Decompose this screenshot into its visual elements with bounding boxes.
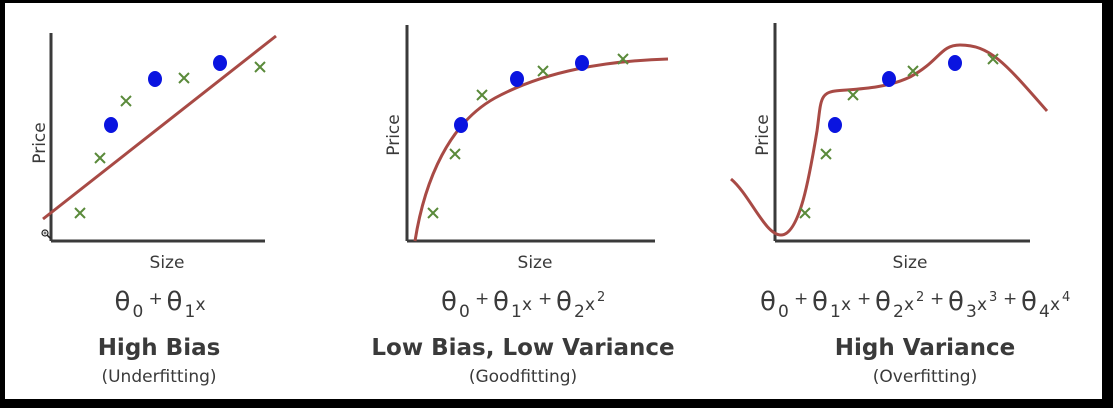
fit-curve (730, 43, 1049, 237)
cross-point (799, 207, 811, 219)
bias-variance-figure: Price Size θ 0+ θ 1 x High Bias (Underfittin… (30, 23, 1070, 387)
theta-subscript: 2 (893, 302, 904, 322)
plus-operator: + (1003, 289, 1017, 309)
panel-subtitle: (Overfitting) (873, 367, 977, 387)
plus-operator: + (538, 289, 552, 309)
equation: θ 0+ θ 1 x + θ 2 x 2 + θ 3 x 3 + θ 4 x 4 (760, 287, 1070, 322)
variable-x: x (977, 295, 987, 315)
cross-point (254, 61, 266, 73)
equation: θ 0+ θ 1 x (115, 287, 206, 322)
y-axis-label: Price (753, 114, 773, 155)
panel-subtitle: (Goodfitting) (469, 367, 577, 387)
figure-frame: Price Size θ 0 + θ 1 x High Bias (Underfittin… (5, 3, 1102, 399)
theta-symbol: θ (167, 287, 183, 317)
theta-symbol: θ (441, 287, 457, 317)
magnifier-cursor-icon (41, 229, 52, 240)
plus-operator: + (794, 289, 808, 309)
fit-curve (413, 57, 669, 242)
variable-x: x (196, 295, 206, 315)
plus-operator: + (475, 289, 489, 309)
dot-point (575, 55, 589, 71)
x-axis-label: Size (150, 253, 185, 273)
dot-point (510, 71, 524, 87)
dot-point (454, 117, 468, 133)
y-axis-label: Price (384, 114, 404, 155)
dot-point (882, 71, 896, 87)
theta-subscript: 1 (511, 302, 522, 322)
variable-x: x (522, 295, 532, 315)
theta-symbol: θ (1021, 287, 1037, 317)
cross-point (94, 152, 106, 164)
theta-symbol: θ (556, 287, 572, 317)
cross-point (847, 89, 859, 101)
cross-point (907, 65, 919, 77)
cross-point (820, 148, 832, 160)
fit-line (42, 34, 277, 221)
cross-point (74, 207, 86, 219)
dot-point (104, 117, 118, 133)
theta-subscript: 3 (966, 302, 977, 322)
plus-operator: + (149, 289, 163, 309)
cross-point (617, 53, 629, 65)
x-axis-label: Size (518, 253, 553, 273)
cross-point (449, 148, 461, 160)
theta-symbol: θ (493, 287, 509, 317)
panel-title: High Variance (835, 335, 1015, 361)
variable-x: x (841, 295, 851, 315)
cross-point (987, 53, 999, 65)
cross-point (537, 65, 549, 77)
theta-subscript: 0 (459, 302, 470, 322)
theta-symbol: θ (812, 287, 828, 317)
plus-operator: + (857, 289, 871, 309)
equation: θ 0+ θ 1 x + θ 2 x 2 (441, 287, 605, 322)
panel-title: High Bias (98, 335, 221, 361)
theta-subscript: 0 (778, 302, 789, 322)
dot-point (948, 55, 962, 71)
panel-overfit: Price Size θ 0+ θ 1 x + θ 2 x 2 + θ 3 x 3 + θ 4 x 4 High Va… (730, 23, 1070, 387)
theta-subscript: 1 (830, 302, 841, 322)
x-axis-label: Size (893, 253, 928, 273)
variable-x: x (904, 295, 914, 315)
theta-subscript: 0 (133, 302, 144, 322)
exponent: 2 (597, 290, 605, 305)
panel-goodfit: Price Size θ 0+ θ 1 x + θ 2 x 2 Low Bias, Low Var… (371, 25, 675, 387)
exponent: 2 (916, 290, 924, 305)
theta-subscript: 2 (574, 302, 585, 322)
theta-symbol: θ (875, 287, 891, 317)
plus-operator: + (930, 289, 944, 309)
exponent: 4 (1062, 290, 1070, 305)
dot-point (213, 55, 227, 71)
y-axis-label: Price (30, 122, 50, 163)
dot-point (148, 71, 162, 87)
panel-title: Low Bias, Low Variance (371, 335, 674, 361)
cross-point (427, 207, 439, 219)
theta-symbol: θ (760, 287, 776, 317)
cross-point (178, 72, 190, 84)
theta-subscript: 1 (185, 302, 196, 322)
theta-symbol: θ (948, 287, 964, 317)
theta-symbol: θ (115, 287, 131, 317)
cross-point (476, 89, 488, 101)
theta-subscript: 4 (1039, 302, 1050, 322)
exponent: 3 (989, 290, 997, 305)
cross-point (120, 95, 132, 107)
dot-point (828, 117, 842, 133)
panel-underfit: Price Size θ 0+ θ 1 x High Bias (Underfittin… (30, 33, 277, 387)
variable-x: x (1050, 295, 1060, 315)
panel-subtitle: (Underfitting) (101, 367, 216, 387)
variable-x: x (585, 295, 595, 315)
